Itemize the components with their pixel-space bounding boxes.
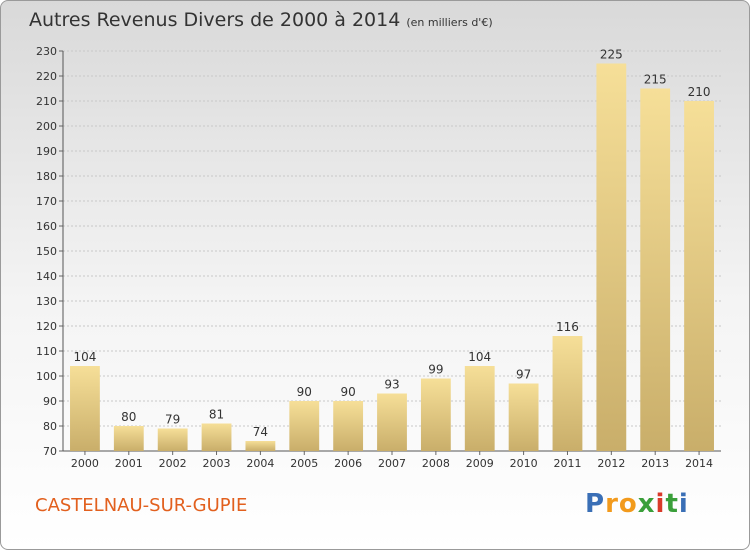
x-tick-label: 2014 xyxy=(685,457,713,470)
data-label: 116 xyxy=(556,320,579,334)
data-label: 80 xyxy=(121,410,136,424)
logo-letter: P xyxy=(585,489,606,519)
logo-letter: x xyxy=(637,489,656,519)
chart-title: Autres Revenus Divers de 2000 à 2014 (en … xyxy=(29,9,493,31)
y-tick-label: 150 xyxy=(36,245,57,258)
logo-letter: o xyxy=(618,489,638,519)
y-tick-label: 170 xyxy=(36,195,57,208)
bar xyxy=(377,393,407,451)
data-label: 81 xyxy=(209,408,224,422)
data-label: 93 xyxy=(384,378,399,392)
y-tick-label: 100 xyxy=(36,370,57,383)
commune-name: CASTELNAU-SUR-GUPIE xyxy=(35,495,248,516)
bar xyxy=(596,63,627,451)
chart-subtitle: (en milliers d'€) xyxy=(406,16,493,29)
logo-letter: i xyxy=(655,489,666,519)
y-tick-label: 190 xyxy=(36,145,57,158)
x-tick-label: 2012 xyxy=(597,457,625,470)
x-tick-label: 2013 xyxy=(641,457,669,470)
x-tick-label: 2002 xyxy=(159,457,187,470)
x-tick-label: 2003 xyxy=(203,457,231,470)
data-label: 90 xyxy=(297,385,312,399)
y-tick-label: 110 xyxy=(36,345,57,358)
data-label: 104 xyxy=(468,350,491,364)
y-tick-label: 80 xyxy=(43,420,57,433)
bar xyxy=(508,383,539,451)
bar xyxy=(201,423,232,451)
bar xyxy=(420,378,451,451)
data-label: 74 xyxy=(253,425,268,439)
bar xyxy=(684,101,714,451)
bar xyxy=(289,401,320,451)
x-tick-label: 2010 xyxy=(510,457,538,470)
y-tick-label: 220 xyxy=(36,70,57,83)
y-tick-label: 160 xyxy=(36,220,57,233)
bar xyxy=(333,401,364,451)
bar xyxy=(113,426,144,451)
bar xyxy=(157,428,188,451)
data-label: 99 xyxy=(428,363,443,377)
data-label: 215 xyxy=(644,73,667,87)
x-tick-label: 2000 xyxy=(71,457,99,470)
x-tick-label: 2008 xyxy=(422,457,450,470)
x-tick-label: 2011 xyxy=(553,457,581,470)
bar xyxy=(552,336,583,451)
x-tick-label: 2009 xyxy=(466,457,494,470)
proxiti-logo: Proxiti xyxy=(585,489,689,519)
logo-letter: t xyxy=(665,489,679,519)
y-tick-label: 70 xyxy=(43,445,57,458)
bar xyxy=(70,366,100,451)
y-tick-label: 210 xyxy=(36,95,57,108)
x-tick-label: 2007 xyxy=(378,457,406,470)
x-tick-label: 2006 xyxy=(334,457,362,470)
bar xyxy=(640,88,671,451)
logo-letter: r xyxy=(605,489,619,519)
y-tick-label: 200 xyxy=(36,120,57,133)
x-tick-label: 2004 xyxy=(246,457,274,470)
data-label: 97 xyxy=(516,368,531,382)
logo-letter: i xyxy=(678,489,689,519)
data-label: 225 xyxy=(600,48,623,62)
y-tick-label: 120 xyxy=(36,320,57,333)
chart-title-text: Autres Revenus Divers de 2000 à 2014 xyxy=(29,9,401,31)
bar xyxy=(464,366,495,451)
data-label: 104 xyxy=(73,350,96,364)
data-label: 90 xyxy=(340,385,355,399)
y-tick-label: 180 xyxy=(36,170,57,183)
x-tick-label: 2001 xyxy=(115,457,143,470)
y-tick-label: 90 xyxy=(43,395,57,408)
data-label: 79 xyxy=(165,413,180,427)
data-label: 210 xyxy=(688,85,711,99)
x-tick-label: 2005 xyxy=(290,457,318,470)
y-tick-label: 230 xyxy=(36,45,57,58)
bar xyxy=(245,441,276,451)
y-tick-label: 130 xyxy=(36,295,57,308)
y-tick-label: 140 xyxy=(36,270,57,283)
